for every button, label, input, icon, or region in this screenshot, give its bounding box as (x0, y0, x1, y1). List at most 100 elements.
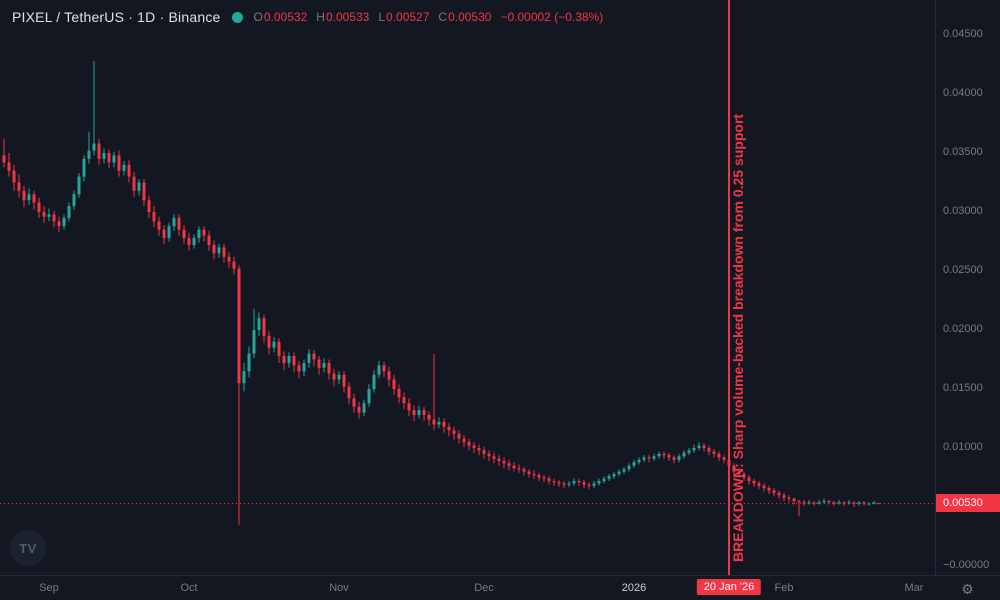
candle-body (422, 410, 426, 415)
candle-body (862, 502, 866, 504)
candle-body (177, 217, 181, 230)
candle-body (67, 206, 71, 218)
candle-body (872, 502, 876, 504)
price-tick-label: 0.03000 (943, 205, 983, 217)
candle-body (742, 474, 746, 478)
candle-body (362, 403, 366, 413)
candle-body (257, 318, 261, 330)
candle-body (172, 217, 176, 227)
candle-body (512, 465, 516, 469)
candle-body (692, 448, 696, 451)
candle-body (472, 445, 476, 448)
time-tick-label: Oct (180, 582, 198, 594)
candle-body (352, 398, 356, 407)
candle-body (497, 458, 501, 461)
candle-body (157, 221, 161, 230)
candle-body (247, 353, 251, 372)
candle-body (782, 495, 786, 498)
candle-body (547, 478, 551, 482)
candle-body (337, 374, 341, 380)
candle-body (202, 229, 206, 236)
candle-body (77, 176, 81, 195)
ohlc-high: H0.00533 (316, 10, 370, 24)
candle-body (317, 359, 321, 368)
candle-body (357, 406, 361, 413)
time-tick-label: 2026 (621, 582, 647, 594)
candle-body (147, 200, 151, 212)
candle-body (187, 238, 191, 246)
candle-body (697, 445, 701, 448)
candle-body (682, 452, 686, 457)
candle-body (462, 438, 466, 443)
candle-body (677, 456, 681, 460)
candle-body (397, 389, 401, 398)
candle-body (282, 356, 286, 364)
candle-body (672, 457, 676, 460)
candle-body (482, 450, 486, 454)
time-axis[interactable]: Sep Oct Nov Dec 2026 Feb Mar 20 Jan '26 (0, 575, 935, 600)
price-tick-label: 0.01500 (943, 382, 983, 394)
candle-body (822, 501, 826, 503)
price-tick-label: 0.02000 (943, 323, 983, 335)
candle-body (382, 365, 386, 372)
candle-body (467, 442, 471, 446)
candle-body (602, 478, 606, 482)
candle-body (857, 502, 861, 504)
candle-body (827, 501, 831, 503)
candle-body (542, 477, 546, 479)
candle-body (407, 403, 411, 411)
price-tick-label: 0.04000 (943, 87, 983, 99)
symbol-title[interactable]: PIXEL / TetherUS · 1D · Binance (12, 9, 221, 25)
candle-body (587, 484, 591, 486)
candle-body (97, 143, 101, 159)
candle-body (222, 247, 226, 257)
candle-body (552, 481, 556, 483)
candle-body (642, 457, 646, 460)
candle-body (567, 483, 571, 485)
candle-body (412, 410, 416, 415)
symbol-info-bar: PIXEL / TetherUS · 1D · Binance O0.00532… (12, 9, 603, 25)
candle-body (427, 415, 431, 420)
candle-body (852, 502, 856, 504)
candle-body (877, 503, 881, 505)
candle-body (127, 164, 131, 177)
price-chart[interactable]: BREAKDOWN: Sharp volume-backed breakdown… (0, 0, 935, 575)
candle-body (707, 448, 711, 452)
candle-body (452, 430, 456, 434)
candle-body (197, 229, 201, 238)
candle-body (747, 477, 751, 481)
candle-body (767, 488, 771, 491)
candle-body (117, 155, 121, 171)
candle-body (762, 485, 766, 489)
candle-body (792, 498, 796, 502)
candle-body (122, 164, 126, 171)
candle-body (137, 182, 141, 191)
candle-body (662, 453, 666, 456)
candle-body (52, 214, 56, 222)
candle-body (757, 483, 761, 486)
tradingview-logo[interactable]: TV (10, 530, 46, 566)
candle-body (37, 202, 41, 212)
candle-body (32, 194, 36, 203)
candle-body (107, 153, 111, 163)
candle-body (557, 482, 561, 484)
price-tick-label: 0.01000 (943, 441, 983, 453)
candle-body (702, 445, 706, 448)
candle-body (517, 468, 521, 470)
candle-body (322, 363, 326, 368)
candle-body (27, 194, 31, 201)
ohlc-low: L0.00527 (378, 10, 430, 24)
candle-body (367, 389, 371, 404)
price-axis[interactable]: 0.04500 0.04000 0.03500 0.03000 0.02500 0.020… (935, 0, 1000, 575)
candle-body (277, 341, 281, 356)
event-date-tag: 20 Jan '26 (696, 579, 762, 595)
candle-body (537, 475, 541, 478)
candle-body (812, 502, 816, 504)
breakdown-annotation[interactable]: BREAKDOWN: Sharp volume-backed breakdown… (730, 114, 746, 562)
candle-body (287, 356, 291, 364)
candle-body (817, 502, 821, 504)
axis-settings-gear-icon[interactable]: ⚙ (961, 580, 974, 597)
candle-body (447, 426, 451, 431)
candle-body (737, 471, 741, 474)
